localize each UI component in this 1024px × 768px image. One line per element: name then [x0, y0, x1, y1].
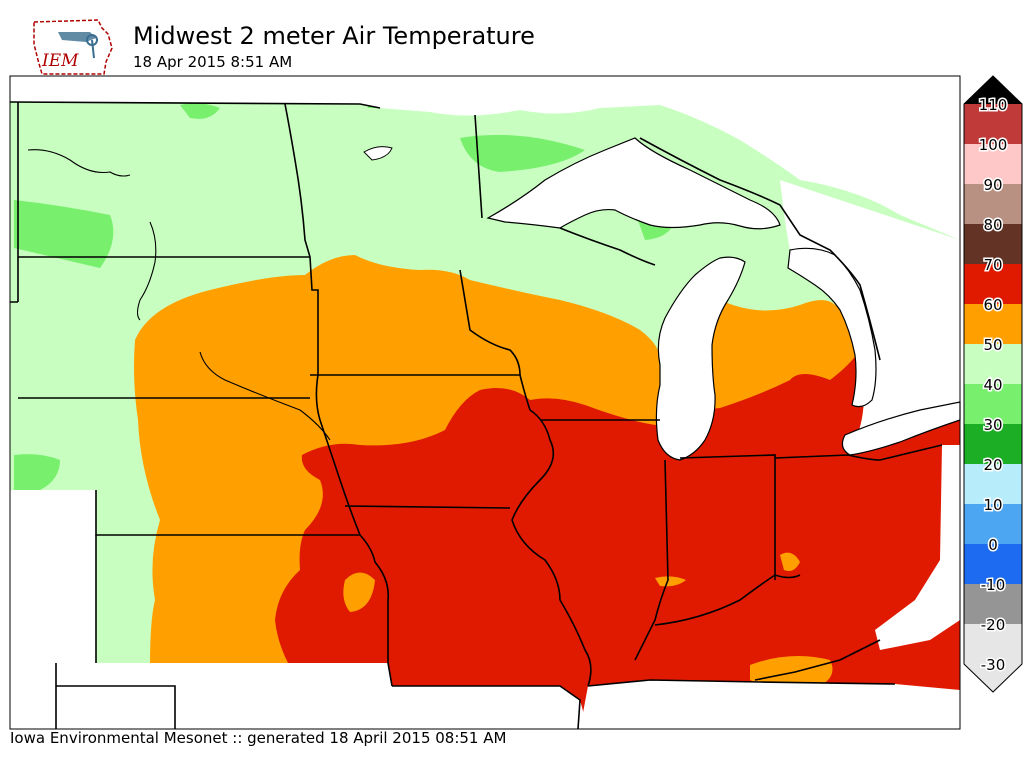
band-50-60-pocket [343, 572, 375, 612]
band-50-60-pocket [780, 552, 800, 571]
nodata-ohio-east [875, 445, 960, 650]
nodata-north-canada [10, 76, 960, 240]
lake-michigan [655, 256, 746, 461]
band-60-70 [275, 350, 960, 729]
map-title: Midwest 2 meter Air Temperature [133, 22, 535, 50]
nodata-south [10, 663, 588, 729]
logo-text: IEM [41, 51, 79, 71]
nodata-ontario [780, 180, 960, 445]
map-frame [9, 75, 961, 730]
band-30-40-patch [14, 200, 114, 268]
band-30-40-patch [180, 103, 220, 119]
iem-logo: IEM [33, 19, 113, 75]
band-50-60-pocket [655, 576, 686, 587]
lake-superior [486, 137, 781, 230]
nodata-southeast [580, 680, 960, 729]
band-30-40-patch [460, 134, 585, 172]
rivers [27, 149, 331, 441]
map-subtitle: 18 Apr 2015 8:51 AM [133, 53, 293, 71]
footer-credit: Iowa Environmental Mesonet :: generated … [10, 729, 507, 747]
state-boundaries [9, 101, 943, 730]
nodata-southwest [10, 490, 96, 663]
lake-erie [841, 401, 961, 456]
lake-winnipeg-fragment [363, 146, 393, 161]
band-30-40-patch [14, 454, 60, 490]
